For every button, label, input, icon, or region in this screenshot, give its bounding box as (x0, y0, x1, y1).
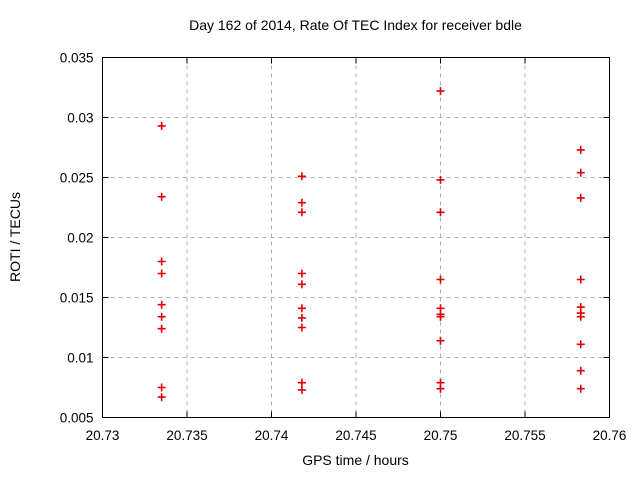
y-tick-label: 0.02 (67, 231, 93, 246)
data-point (157, 393, 166, 402)
data-point (157, 324, 166, 333)
data-point (297, 304, 306, 313)
data-point (157, 312, 166, 321)
y-tick-label: 0.03 (67, 111, 93, 126)
data-point (297, 172, 306, 181)
data-point (157, 257, 166, 266)
x-tick-label: 20.75 (424, 428, 458, 443)
x-tick-label: 20.74 (255, 428, 289, 443)
data-point (297, 378, 306, 387)
data-point (157, 121, 166, 130)
y-tick-label: 0.01 (67, 351, 93, 366)
plot-border (102, 57, 610, 418)
data-point (157, 300, 166, 309)
y-tick-label: 0.025 (60, 171, 94, 186)
data-point (436, 87, 445, 96)
x-tick-label: 20.735 (166, 428, 207, 443)
y-tick-label: 0.015 (60, 291, 94, 306)
data-point (297, 323, 306, 332)
data-point (576, 384, 585, 393)
data-point (157, 192, 166, 201)
x-tick-label: 20.73 (86, 428, 120, 443)
data-point (576, 340, 585, 349)
data-point (436, 336, 445, 345)
data-point (436, 312, 445, 321)
data-point (436, 175, 445, 184)
data-point (576, 145, 585, 154)
data-point (297, 269, 306, 278)
y-tick-label: 0.005 (60, 411, 94, 426)
data-point (297, 313, 306, 322)
x-tick-label: 20.755 (504, 428, 545, 443)
data-point (297, 280, 306, 289)
data-point (157, 269, 166, 278)
data-point (576, 275, 585, 284)
data-point (436, 275, 445, 284)
chart-title: Day 162 of 2014, Rate Of TEC Index for r… (189, 17, 522, 33)
data-point (157, 383, 166, 392)
data-point (436, 208, 445, 217)
y-tick-label: 0.035 (60, 51, 94, 66)
data-point (576, 312, 585, 321)
data-point (297, 208, 306, 217)
x-tick-label: 20.745 (335, 428, 376, 443)
data-point (576, 193, 585, 202)
data-point (576, 366, 585, 375)
x-axis-label: GPS time / hours (302, 452, 409, 468)
data-point (297, 198, 306, 207)
data-point (297, 385, 306, 394)
data-point (436, 384, 445, 393)
data-point (576, 168, 585, 177)
x-tick-label: 20.76 (593, 428, 627, 443)
